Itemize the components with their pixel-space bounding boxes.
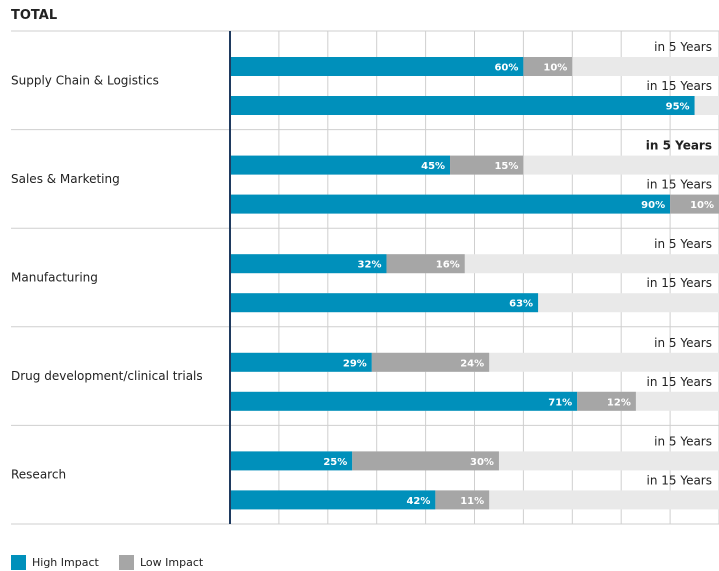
high-impact-bar bbox=[230, 490, 436, 510]
legend-label: High Impact bbox=[32, 556, 100, 569]
period-label: in 15 Years bbox=[647, 473, 713, 487]
chart-title: TOTAL bbox=[11, 8, 57, 23]
legend-label: Low Impact bbox=[140, 556, 204, 569]
high-impact-bar bbox=[230, 254, 387, 274]
high-impact-value-label: 71% bbox=[548, 397, 572, 408]
high-impact-bar bbox=[230, 293, 539, 313]
category-label: Sales & Marketing bbox=[11, 172, 120, 186]
high-impact-bar bbox=[230, 57, 524, 76]
period-label: in 15 Years bbox=[647, 79, 713, 93]
high-impact-value-label: 25% bbox=[323, 457, 347, 468]
high-impact-value-label: 42% bbox=[406, 496, 430, 507]
low-impact-value-label: 10% bbox=[690, 200, 714, 211]
period-label: in 15 Years bbox=[647, 375, 713, 389]
high-impact-bar bbox=[230, 391, 578, 411]
low-impact-bar bbox=[670, 194, 719, 214]
low-impact-bar bbox=[577, 391, 636, 411]
low-impact-value-label: 11% bbox=[460, 496, 484, 507]
category-label: Supply Chain & Logistics bbox=[11, 73, 159, 87]
low-impact-value-label: 15% bbox=[494, 161, 518, 172]
period-label: in 5 Years bbox=[654, 237, 712, 251]
period-label: in 5 Years bbox=[654, 434, 712, 448]
low-impact-bar bbox=[371, 352, 490, 372]
period-label: in 5 Years bbox=[654, 336, 712, 350]
low-impact-bar bbox=[435, 490, 490, 510]
high-impact-bar bbox=[230, 352, 372, 372]
high-impact-value-label: 60% bbox=[494, 63, 518, 74]
legend: High Impact Low Impact bbox=[11, 555, 204, 570]
legend-swatch bbox=[119, 555, 134, 570]
high-impact-bar bbox=[230, 451, 353, 471]
high-impact-value-label: 29% bbox=[343, 358, 367, 369]
high-impact-value-label: 90% bbox=[641, 200, 665, 211]
legend-swatch bbox=[11, 555, 26, 570]
low-impact-value-label: 30% bbox=[470, 457, 494, 468]
low-impact-value-label: 10% bbox=[543, 63, 567, 74]
low-impact-value-label: 16% bbox=[436, 260, 460, 271]
category-label: Manufacturing bbox=[11, 271, 98, 285]
period-label: in 15 Years bbox=[647, 178, 713, 192]
high-impact-bar bbox=[230, 155, 451, 175]
period-label: in 15 Years bbox=[647, 276, 713, 290]
plot-area: Supply Chain & Logistics in 5 Years 60% 10%… bbox=[11, 30, 719, 525]
category-label: Drug development/clinical trials bbox=[11, 369, 203, 383]
high-impact-bar bbox=[230, 96, 695, 115]
period-label: in 5 Years bbox=[654, 40, 712, 54]
low-impact-value-label: 12% bbox=[607, 397, 631, 408]
high-impact-value-label: 95% bbox=[666, 102, 690, 113]
low-impact-bar bbox=[523, 57, 573, 76]
high-impact-value-label: 63% bbox=[509, 299, 533, 310]
period-label: in 5 Years bbox=[646, 139, 712, 153]
high-impact-value-label: 45% bbox=[421, 161, 445, 172]
category-label: Research bbox=[11, 468, 66, 482]
low-impact-bar bbox=[450, 155, 524, 175]
high-impact-value-label: 32% bbox=[358, 260, 382, 271]
low-impact-value-label: 24% bbox=[460, 358, 484, 369]
low-impact-bar bbox=[352, 451, 499, 471]
low-impact-bar bbox=[386, 254, 465, 274]
high-impact-bar bbox=[230, 194, 671, 214]
